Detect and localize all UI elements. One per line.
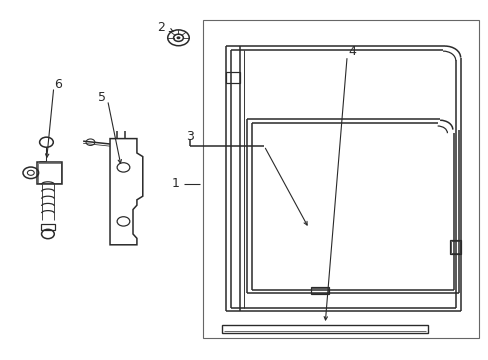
Text: 1: 1 xyxy=(172,177,180,190)
Text: 4: 4 xyxy=(347,45,355,58)
Bar xyxy=(310,287,328,294)
Bar xyxy=(222,325,427,333)
Circle shape xyxy=(176,36,180,39)
Text: 2: 2 xyxy=(157,21,165,33)
Bar xyxy=(226,72,239,83)
Bar xyxy=(449,240,460,254)
Bar xyxy=(203,20,478,338)
Text: 6: 6 xyxy=(54,78,61,91)
Bar xyxy=(38,163,61,183)
Text: 3: 3 xyxy=(185,130,193,143)
Bar xyxy=(311,288,327,293)
Bar xyxy=(37,162,62,184)
Bar xyxy=(450,241,459,253)
Bar xyxy=(41,224,55,230)
Text: 5: 5 xyxy=(98,91,105,104)
